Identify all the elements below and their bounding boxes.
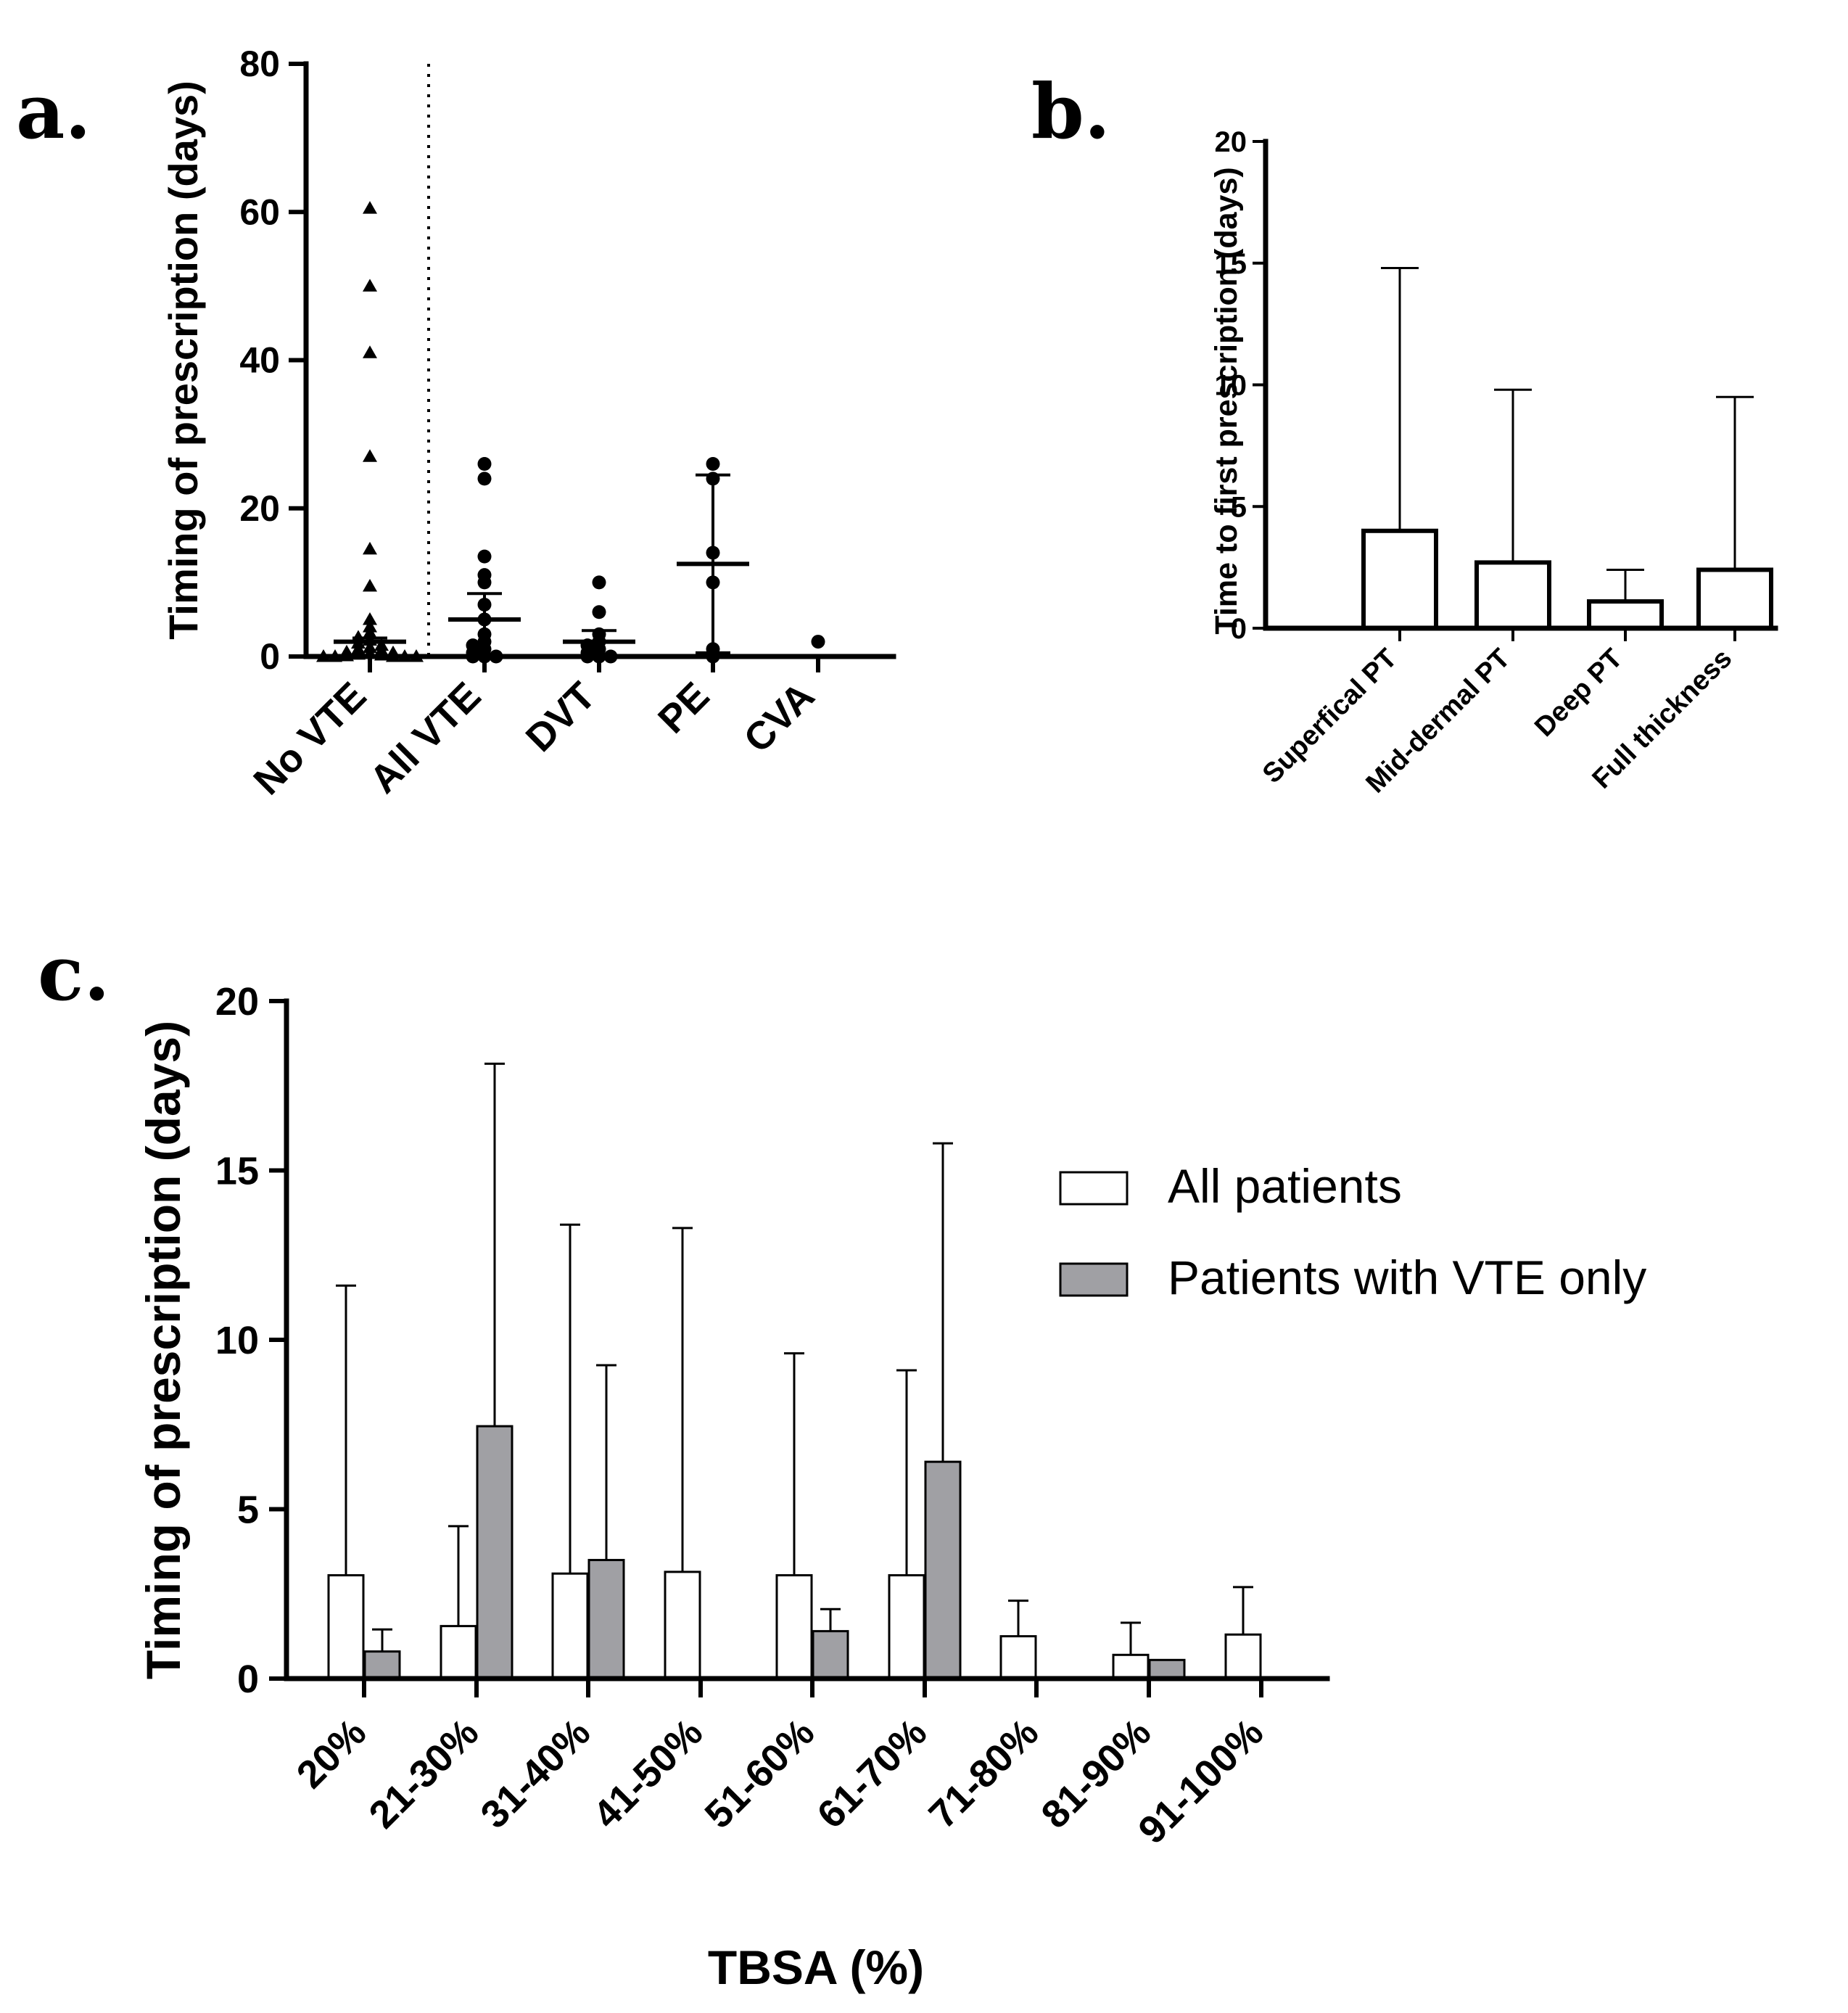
bar-full-thickness xyxy=(1696,567,1773,630)
y-tick-label-15: 15 xyxy=(215,1150,259,1193)
bar-deep-pt xyxy=(1587,599,1664,630)
point-no-vte-21 xyxy=(339,648,354,662)
point-no-vte-3 xyxy=(363,449,377,462)
point-all-vte-1 xyxy=(477,472,492,486)
x-tick-label-41-50pct: 41-50% xyxy=(585,1711,711,1837)
y-tick-label-0: 0 xyxy=(1231,613,1247,645)
y-tick-label-20: 20 xyxy=(239,488,280,529)
point-dvt-9 xyxy=(603,649,618,664)
point-all-vte-14 xyxy=(489,649,503,664)
x-tick-label-dvt: DVT xyxy=(518,674,604,760)
x-tick-label-31-40pct: 31-40% xyxy=(472,1711,598,1837)
panel-a-label: a. xyxy=(16,67,91,156)
point-dvt-1 xyxy=(592,605,606,619)
bar-all-81-90pct xyxy=(1112,1653,1150,1680)
bar-all-51-60pct xyxy=(775,1574,813,1680)
point-no-vte-22 xyxy=(386,649,400,662)
y-tick-label-20: 20 xyxy=(1215,126,1247,158)
bar-vte-20pct xyxy=(363,1650,401,1680)
x-tick-label-all-vte: All VTE xyxy=(361,674,489,802)
y-tick-label-60: 60 xyxy=(239,192,280,232)
panel-b-label: b. xyxy=(1031,67,1110,156)
point-no-vte-24 xyxy=(397,649,412,662)
x-tick-label-71-80pct: 71-80% xyxy=(920,1711,1047,1837)
bar-all-21-30pct xyxy=(440,1625,477,1680)
y-tick-label-40: 40 xyxy=(239,340,280,381)
point-no-vte-5 xyxy=(363,578,377,592)
legend-swatch-patients-with-vte-only xyxy=(1059,1262,1129,1297)
bar-all-20pct xyxy=(327,1574,365,1680)
point-no-vte-6 xyxy=(363,612,377,625)
legend-swatch-all-patients xyxy=(1059,1171,1129,1206)
y-tick-label-10: 10 xyxy=(215,1319,259,1362)
point-all-vte-2 xyxy=(477,549,492,564)
y-tick-label-5: 5 xyxy=(237,1489,259,1532)
bar-vte-21-30pct xyxy=(476,1425,513,1680)
bar-vte-51-60pct xyxy=(812,1630,849,1680)
bar-all-31-40pct xyxy=(551,1572,589,1680)
y-axis-label: Timing of prescription (days) xyxy=(136,1021,190,1679)
point-no-vte-26 xyxy=(409,649,424,662)
point-no-vte-2 xyxy=(363,345,377,358)
point-no-vte-1 xyxy=(363,279,377,292)
x-tick-label-51-60pct: 51-60% xyxy=(696,1711,822,1837)
x-axis-label: TBSA (%) xyxy=(708,1940,924,1994)
point-no-vte-23 xyxy=(328,649,342,662)
x-tick-label-deep-pt: Deep PT xyxy=(1529,643,1628,743)
point-no-vte-19 xyxy=(351,646,366,660)
point-dvt-8 xyxy=(580,649,595,664)
bar-vte-31-40pct xyxy=(587,1559,625,1680)
y-tick-label-5: 5 xyxy=(1231,491,1247,523)
bar-vte-61-70pct xyxy=(924,1460,962,1680)
y-tick-label-0: 0 xyxy=(237,1658,259,1701)
y-tick-label-20: 20 xyxy=(215,980,259,1024)
point-dvt-0 xyxy=(592,575,606,590)
point-pe-0 xyxy=(706,456,720,471)
y-tick-label-80: 80 xyxy=(239,44,280,84)
x-tick-label-no-vte: No VTE xyxy=(245,674,374,803)
point-no-vte-0 xyxy=(363,201,377,214)
bar-all-91-100pct xyxy=(1224,1633,1262,1680)
y-tick-label-15: 15 xyxy=(1215,248,1247,280)
panel-c-label: c. xyxy=(38,929,110,1018)
chart-c: 0 5 10 15 20 Timing of prescription (days) 20%… xyxy=(136,980,1646,1994)
x-tick-label-20pct: 20% xyxy=(289,1711,375,1797)
x-tick-label-pe: PE xyxy=(650,674,717,741)
bar-mid-dermal-pt xyxy=(1474,560,1551,630)
bar-all-71-80pct xyxy=(999,1635,1037,1680)
point-cva-0 xyxy=(811,635,825,649)
y-tick-label-10: 10 xyxy=(1215,370,1247,402)
chart-b: 0 5 10 15 20 Time to first prescription (days… xyxy=(1209,126,1778,799)
point-all-vte-13 xyxy=(466,649,480,664)
x-tick-label-91-100pct: 91-100% xyxy=(1130,1711,1271,1852)
point-no-vte-4 xyxy=(363,541,377,555)
point-no-vte-8 xyxy=(363,625,377,638)
x-tick-label-61-70pct: 61-70% xyxy=(809,1711,935,1837)
legend-label-patients-with-vte-only: Patients with VTE only xyxy=(1168,1251,1646,1304)
bar-all-61-70pct xyxy=(888,1574,925,1680)
bar-superfical-pt xyxy=(1361,528,1438,630)
bar-vte-81-90pct xyxy=(1148,1658,1186,1680)
point-all-vte-0 xyxy=(477,456,492,471)
bar-all-41-50pct xyxy=(664,1571,701,1680)
x-tick-label-cva: CVA xyxy=(735,674,822,761)
y-tick-label-0: 0 xyxy=(260,636,280,677)
y-axis-label: Time to first prescription (days) xyxy=(1209,167,1244,634)
legend-label-all-patients: All patients xyxy=(1168,1159,1402,1213)
point-all-vte-4 xyxy=(477,575,492,590)
y-axis-label: Timing of prescription (days) xyxy=(160,81,206,640)
x-tick-label-21-30pct: 21-30% xyxy=(360,1711,487,1837)
point-no-vte-20 xyxy=(374,647,389,661)
point-no-vte-25 xyxy=(316,649,331,662)
chart-a: 0 20 40 60 80 Timing of prescription (days) No… xyxy=(160,44,896,803)
